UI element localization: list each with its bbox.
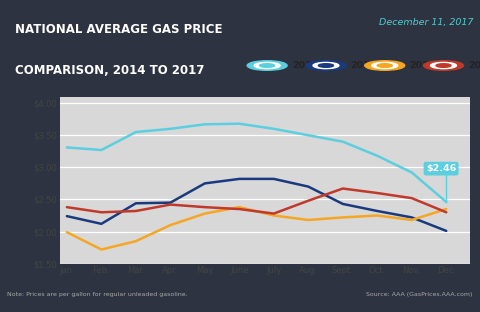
Circle shape bbox=[247, 61, 287, 70]
Text: Note: Prices are per gallon for regular unleaded gasoline.: Note: Prices are per gallon for regular … bbox=[7, 291, 188, 297]
Circle shape bbox=[260, 64, 275, 67]
Text: 2017: 2017 bbox=[468, 61, 480, 70]
Circle shape bbox=[306, 61, 346, 70]
Circle shape bbox=[372, 62, 397, 69]
Text: 2014: 2014 bbox=[292, 61, 318, 70]
Circle shape bbox=[377, 64, 392, 67]
Text: $2.46: $2.46 bbox=[426, 164, 456, 173]
Circle shape bbox=[318, 64, 334, 67]
Text: COMPARISON, 2014 TO 2017: COMPARISON, 2014 TO 2017 bbox=[15, 64, 204, 77]
Text: NATIONAL AVERAGE GAS PRICE: NATIONAL AVERAGE GAS PRICE bbox=[15, 23, 222, 37]
Text: Source: AAA (GasPrices.AAA.com): Source: AAA (GasPrices.AAA.com) bbox=[366, 291, 473, 297]
Text: 2016: 2016 bbox=[409, 61, 436, 70]
Circle shape bbox=[436, 64, 451, 67]
Circle shape bbox=[423, 61, 464, 70]
Text: 2015: 2015 bbox=[350, 61, 377, 70]
Circle shape bbox=[365, 61, 405, 70]
Circle shape bbox=[254, 62, 280, 69]
Circle shape bbox=[431, 62, 456, 69]
Circle shape bbox=[313, 62, 339, 69]
Text: December 11, 2017: December 11, 2017 bbox=[379, 18, 473, 27]
